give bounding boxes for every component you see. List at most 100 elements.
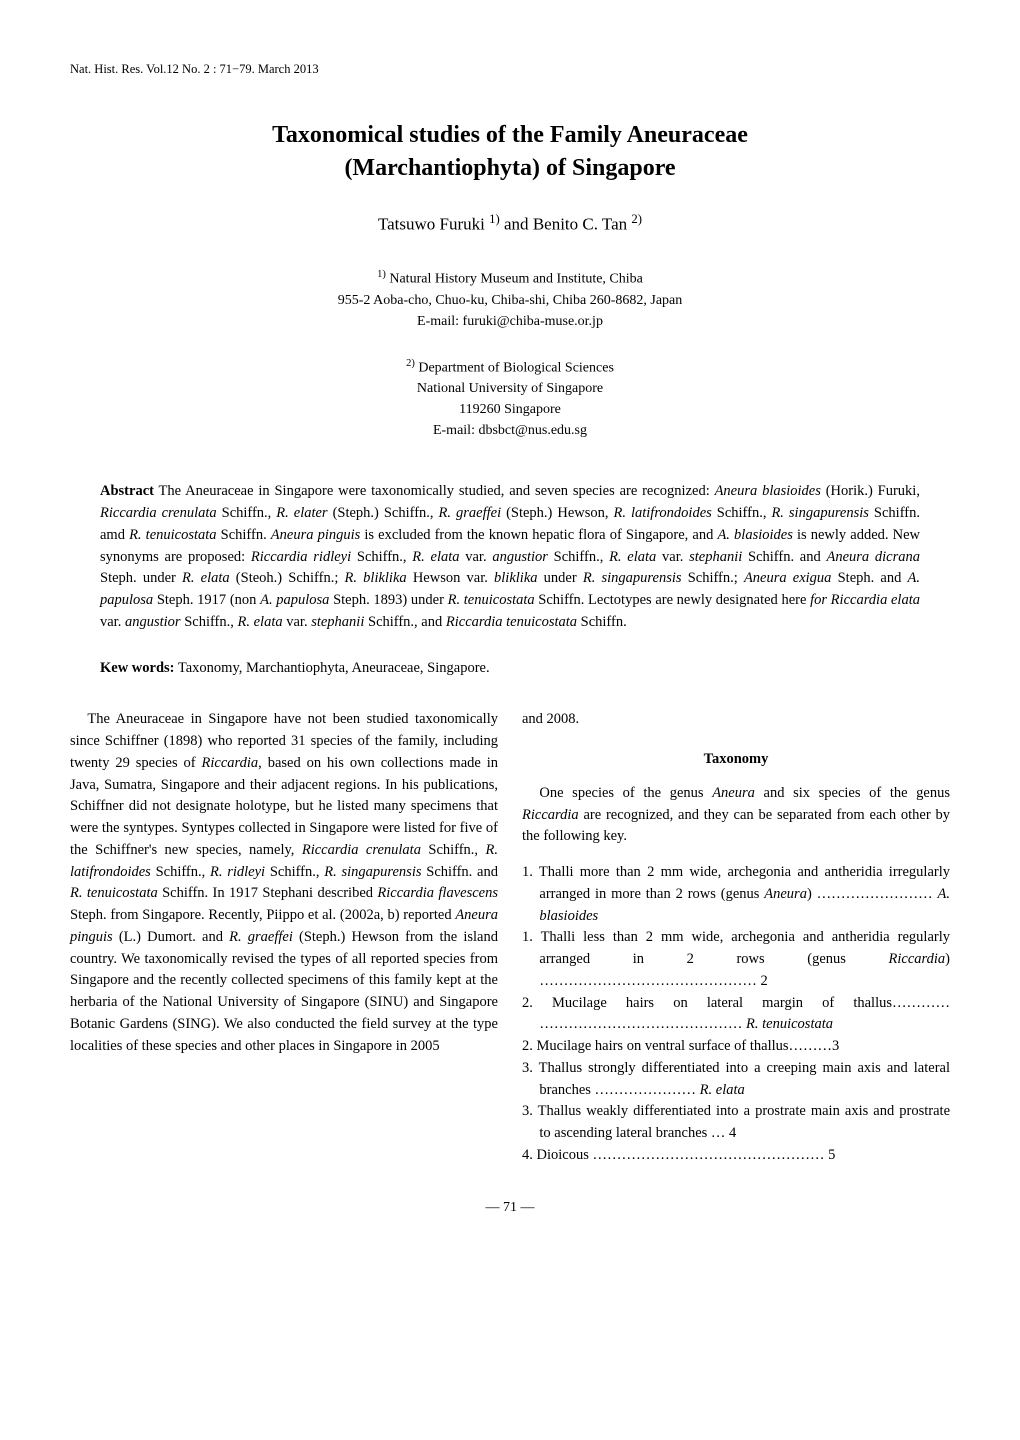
abstract-t4: (Steph.) Schiffn., [328,505,439,521]
abstract-i9: A. blasioides [717,527,792,543]
k2-i1: Riccardia [889,951,946,967]
k3-i1: R. tenuicostata [746,1016,833,1032]
abstract-t22: Steph. 1917 (non [153,592,260,608]
keywords-block: Kew words: Taxonomy, Marchantiophyta, An… [100,658,920,680]
abstract-t2: (Horik.) Furuki, [821,483,920,499]
abstract-block: Abstract The Aneuraceae in Singapore wer… [100,481,920,633]
taxonomy-heading: Taxonomy [522,749,950,771]
abstract-i2: Riccardia crenulata [100,505,217,521]
abstract-t27: var. [283,614,312,630]
lp1e: Schiffn., [265,864,324,880]
affiliation2-address2: 119260 Singapore [459,402,561,417]
abstract-i6: R. singapurensis [771,505,869,521]
abstract-i12: angustior [492,549,548,565]
k1b: ) …………………… [807,886,938,902]
abstract-t15: Schiffn. and [742,549,826,565]
rp2-i2: Riccardia [522,807,579,823]
abstract-i25: angustior [125,614,181,630]
abstract-t18: Hewson var. [407,570,494,586]
right-paragraph-2: One species of the genus Aneura and six … [522,783,950,848]
abstract-t20: Schiffn.; [682,570,744,586]
lp1-i6: R. tenuicostata [70,885,158,901]
abstract-t3: Schiffn., [217,505,277,521]
abstract-t17: (Steoh.) Schiffn.; [230,570,345,586]
affiliation1-name: Natural History Museum and Institute, Ch… [386,272,643,287]
lp1j: (Steph.) Hewson from the island country.… [70,929,498,1054]
abstract-t24: Schiffn. Lectotypes are newly designated… [535,592,810,608]
abstract-t8: Schiffn. [217,527,271,543]
rp2b: and six species of the genus [755,785,950,801]
abstract-i5: R. latifrondoides [614,505,712,521]
lp1-i7: Riccardia flavescens [377,885,498,901]
title-line1: Taxonomical studies of the Family Aneura… [272,122,748,148]
abstract-t21: Steph. and [831,570,907,586]
k1-i1: Aneura [764,886,807,902]
author2-sup: 2) [631,212,642,226]
key-item-4: 2. Mucilage hairs on ventral surface of … [522,1036,950,1058]
rp2c: are recognized, and they can be separate… [522,807,950,845]
lp1i: (L.) Dumort. and [113,929,229,945]
affiliation-2: 2) Department of Biological Sciences Nat… [70,356,950,442]
abstract-i17: R. bliklika [345,570,407,586]
rp2-i1: Aneura [712,785,755,801]
lp1-i5: R. singapurensis [324,864,421,880]
authors-line: Tatsuwo Furuki 1) and Benito C. Tan 2) [70,210,950,237]
journal-info-text: Nat. Hist. Res. Vol.12 No. 2 : 71−79. Ma… [70,62,319,76]
abstract-i24: for Riccardia elata [810,592,920,608]
abstract-i3: R. elater [276,505,327,521]
lp1g: Schiffn. In 1917 Stephani described [158,885,378,901]
affiliation2-sup: 2) [406,358,415,369]
title-line2: (Marchantiophyta) of Singapore [344,155,675,181]
k5-i1: R. elata [700,1082,745,1098]
abstract-i18: bliklika [494,570,538,586]
abstract-t23: Steph. 1893) under [329,592,447,608]
abstract-i11: R. elata [412,549,459,565]
lp1-i2: Riccardia crenulata [302,842,421,858]
affiliation1-address: 955-2 Aoba-cho, Chuo-ku, Chiba-shi, Chib… [338,293,683,308]
abstract-t5: (Steph.) Hewson, [501,505,613,521]
abstract-t28: Schiffn., and [364,614,446,630]
left-paragraph-1: The Aneuraceae in Singapore have not bee… [70,709,498,1057]
abstract-i13: R. elata [609,549,656,565]
abstract-t6: Schiffn., [712,505,772,521]
abstract-i8: Aneura pinguis [271,527,361,543]
author1-sup: 1) [489,212,500,226]
left-column: The Aneuraceae in Singapore have not bee… [70,709,498,1166]
author1-name: Tatsuwo Furuki [378,215,485,234]
page-number: — 71 — [70,1197,950,1218]
k3a: 2. Mucilage hairs on lateral margin of t… [522,995,950,1033]
paper-title: Taxonomical studies of the Family Aneura… [70,119,950,186]
affiliation2-address1: National University of Singapore [417,381,603,396]
abstract-i27: stephanii [311,614,364,630]
key-item-7: 4. Dioicous ………………………………………… 5 [522,1145,950,1167]
affiliation2-name: Department of Biological Sciences [415,360,614,375]
affiliation2-email: E-mail: dbsbct@nus.edu.sg [433,423,587,438]
affiliation1-email: E-mail: furuki@chiba-muse.or.jp [417,314,603,329]
abstract-i23: R. tenuicostata [448,592,535,608]
abstract-t29: Schiffn. [577,614,627,630]
abstract-i15: Aneura dicrana [826,549,920,565]
lp1c: Schiffn., [421,842,486,858]
affiliation1-sup: 1) [377,269,386,280]
lp1d: Schiffn., [151,864,210,880]
abstract-i28: Riccardia tenuicostata [446,614,577,630]
lp1-i4: R. ridleyi [210,864,265,880]
abstract-t13: Schiffn., [548,549,609,565]
abstract-i19: R. singapurensis [583,570,682,586]
affiliation-1: 1) Natural History Museum and Institute,… [70,267,950,332]
body-columns: The Aneuraceae in Singapore have not bee… [70,709,950,1166]
authors-conjunction: and [504,215,533,234]
key-item-6: 3. Thallus weakly differentiated into a … [522,1101,950,1145]
dichotomous-key: 1. Thalli more than 2 mm wide, archegoni… [522,862,950,1167]
abstract-i7: R. tenuicostata [129,527,216,543]
abstract-t11: Schiffn., [351,549,412,565]
right-column: and 2008. Taxonomy One species of the ge… [522,709,950,1166]
abstract-i16: R. elata [182,570,230,586]
key-item-2: 1. Thalli less than 2 mm wide, archegoni… [522,927,950,992]
lp1-i9: R. graeffei [229,929,293,945]
abstract-i20: Aneura exigua [744,570,832,586]
abstract-t1: The Aneuraceae in Singapore were taxonom… [154,483,715,499]
abstract-t9: is excluded from the known hepatic flora… [360,527,717,543]
abstract-i26: R. elata [238,614,283,630]
abstract-i1: Aneura blasioides [715,483,821,499]
